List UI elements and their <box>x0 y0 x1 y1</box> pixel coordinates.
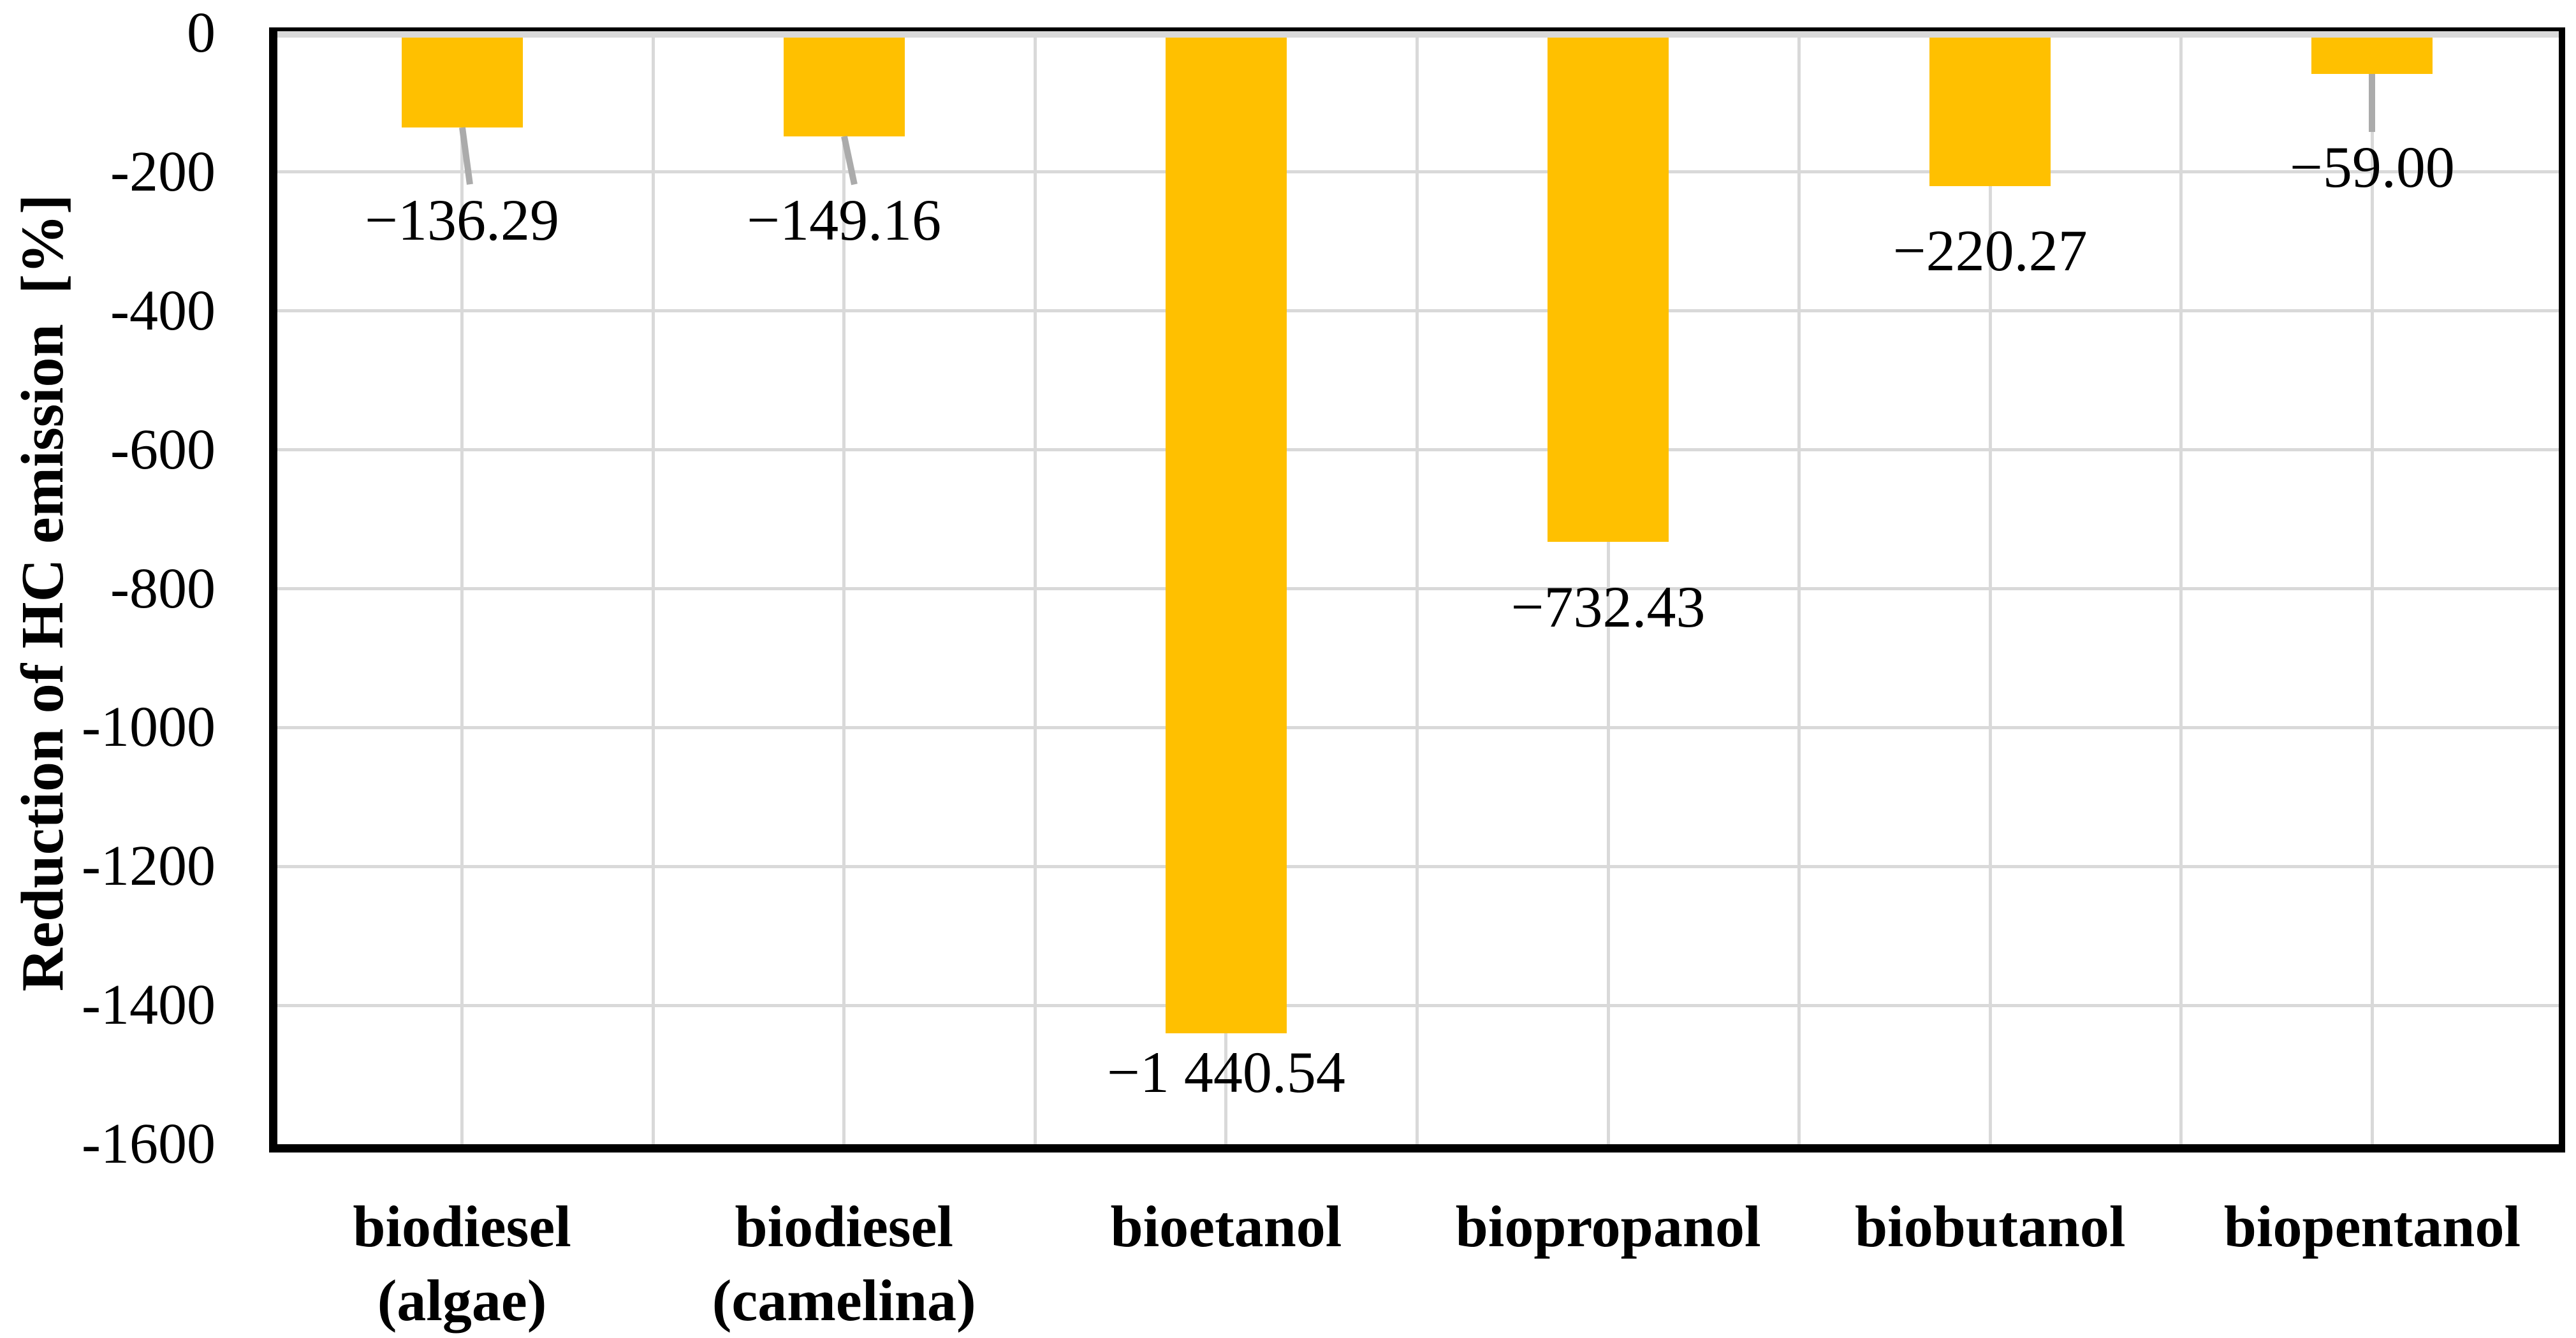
category-label-line: biopropanol <box>1455 1194 1761 1259</box>
category-label-line: (algae) <box>377 1268 547 1333</box>
vertical-gridline <box>1416 38 1419 1144</box>
y-axis-tick-label: -600 <box>110 418 216 481</box>
data-label: −732.43 <box>1511 574 1706 639</box>
vertical-gridline <box>2179 38 2183 1144</box>
y-axis-tick-label: -1400 <box>82 973 216 1037</box>
y-axis-line <box>269 27 277 1153</box>
data-label: −149.16 <box>747 187 942 252</box>
x-axis-category-label: biopentanol <box>2181 1189 2563 1263</box>
y-axis-tick-label: -1200 <box>82 834 216 898</box>
x-axis-category-label: biodiesel (algae) <box>271 1189 653 1337</box>
vertical-gridline <box>1988 38 1992 1144</box>
bar-biopropanol <box>1548 38 1669 542</box>
y-axis-title: Reduction of HC emission [%] <box>10 194 76 992</box>
data-label: −59.00 <box>2289 135 2455 200</box>
category-label-line: bioetanol <box>1110 1194 1342 1259</box>
vertical-gridline <box>1033 38 1037 1144</box>
y-axis-tick-label: 0 <box>187 1 216 64</box>
vertical-gridline <box>1797 38 1801 1144</box>
vertical-gridline <box>2370 38 2374 1144</box>
y-axis-tick-label: -1000 <box>82 695 216 759</box>
x-axis-category-label: biodiesel (camelina) <box>653 1189 1035 1337</box>
bar-biodiesel-algae- <box>401 38 523 128</box>
data-label-leader-line <box>2369 74 2376 132</box>
bar-biobutanol <box>1929 38 2051 186</box>
plot-border-right <box>2559 27 2565 1153</box>
plot-border-top <box>269 27 2565 31</box>
bar-biopentanol <box>2311 38 2433 75</box>
category-label-line: biopentanol <box>2223 1194 2521 1259</box>
data-label: −220.27 <box>1892 218 2088 283</box>
y-axis-tick-label: -400 <box>110 279 216 342</box>
category-label-line: biodiesel <box>353 1194 571 1259</box>
x-axis-category-label: biopropanol <box>1417 1189 1799 1263</box>
data-label: −1 440.54 <box>1106 1040 1345 1105</box>
vertical-gridline <box>651 38 655 1144</box>
x-axis-category-label: biobutanol <box>1799 1189 2181 1263</box>
bar-bioetanol <box>1165 38 1287 1034</box>
data-label: −136.29 <box>365 187 560 252</box>
vertical-gridline <box>1606 38 1610 1144</box>
bar-biodiesel-camelina- <box>783 38 905 137</box>
category-label-line: biodiesel <box>735 1194 953 1259</box>
vertical-gridline <box>842 38 846 1144</box>
zero-axis-line <box>277 31 2559 38</box>
x-axis-line <box>269 1144 2565 1153</box>
category-label-line: (camelina) <box>712 1268 976 1333</box>
y-axis-tick-label: -200 <box>110 140 216 203</box>
y-axis-tick-label: -1600 <box>82 1112 216 1175</box>
category-label-line: biobutanol <box>1855 1194 2126 1259</box>
y-axis-tick-label: -800 <box>110 556 216 620</box>
vertical-gridline <box>460 38 464 1144</box>
x-axis-category-label: bioetanol <box>1035 1189 1417 1263</box>
